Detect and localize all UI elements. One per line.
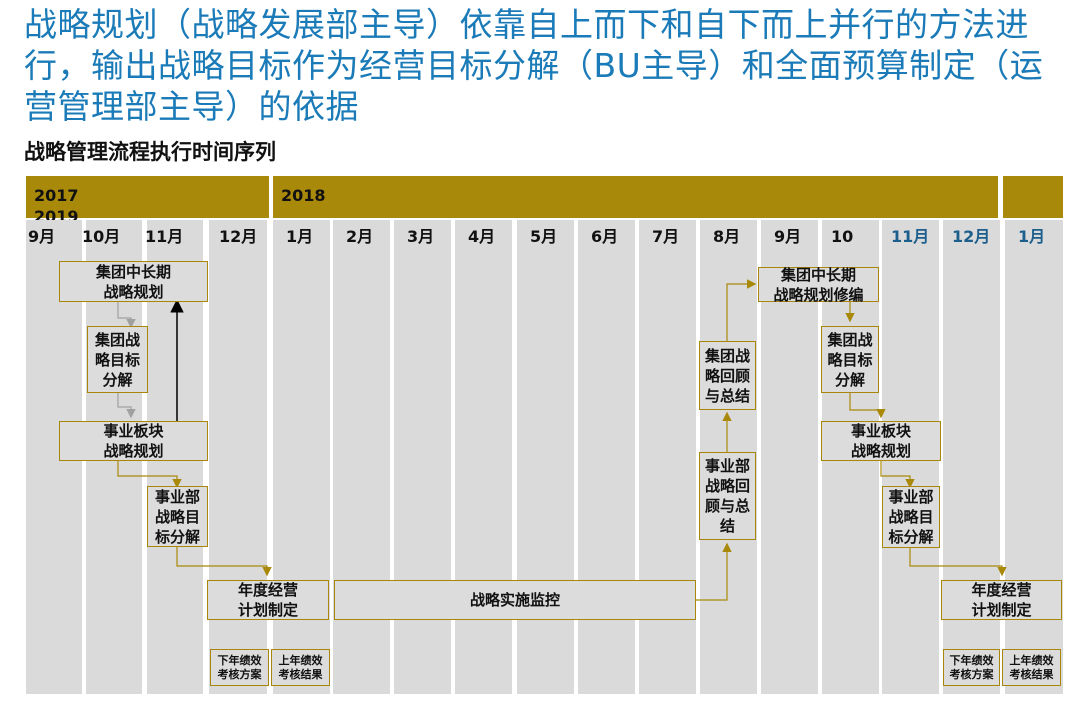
box-dept-review: 事业部 战略回 顾与总结 <box>699 452 756 540</box>
box-annual-plan: 年度经营 计划制定 <box>207 580 329 620</box>
month-label: 5月 <box>530 227 558 246</box>
box-last-year-kpi-result-2: 上年绩效 考核结果 <box>1002 649 1061 686</box>
month-label: 9月 <box>28 227 56 246</box>
month-label: 1月 <box>1018 227 1046 246</box>
page-headline: 战略规划（战略发展部主导）依靠自上而下和自下而上并行的方法进行，输出战略目标作为… <box>24 5 1044 126</box>
month-label: 2月 <box>346 227 374 246</box>
box-dept-target-breakdown-2: 事业部 战略目 标分解 <box>882 486 940 548</box>
year-label-2017: 2017 <box>34 186 79 205</box>
box-bu-strategy-plan: 事业板块 战略规划 <box>59 421 208 461</box>
month-label: 10月 <box>82 227 121 246</box>
month-label: 11月 <box>145 227 184 246</box>
box-group-longterm-revision: 集团中长期 战略规划修编 <box>758 266 879 304</box>
year-band-2018 <box>273 176 998 218</box>
box-strategy-monitor: 战略实施监控 <box>334 580 696 620</box>
month-label: 12月 <box>219 227 258 246</box>
box-group-target-breakdown: 集团战 略目标 分解 <box>87 326 148 393</box>
month-label: 7月 <box>652 227 680 246</box>
month-label: 8月 <box>713 227 741 246</box>
month-label: 12月 <box>952 227 991 246</box>
year-band-2017 <box>26 176 269 218</box>
month-label: 6月 <box>591 227 619 246</box>
box-annual-plan-2: 年度经营 计划制定 <box>941 580 1062 620</box>
chart-subtitle: 战略管理流程执行时间序列 <box>24 140 276 164</box>
month-label: 4月 <box>468 227 496 246</box>
box-bu-strategy-plan-2: 事业板块 战略规划 <box>821 421 941 461</box>
box-group-longterm-plan: 集团中长期 战略规划 <box>59 261 208 302</box>
month-label: 3月 <box>407 227 435 246</box>
box-next-year-kpi-plan: 下年绩效 考核方案 <box>210 649 269 686</box>
year-band-2019-right <box>1003 176 1063 218</box>
box-last-year-kpi-result: 上年绩效 考核结果 <box>271 649 330 686</box>
month-label: 9月 <box>774 227 802 246</box>
month-label: 11月 <box>891 227 930 246</box>
year-label-2018: 2018 <box>281 186 326 205</box>
box-next-year-kpi-plan-2: 下年绩效 考核方案 <box>943 649 1000 686</box>
box-dept-target-breakdown: 事业部 战略目 标分解 <box>147 486 208 547</box>
month-label: 1月 <box>286 227 314 246</box>
box-group-target-breakdown-2: 集团战 略目标 分解 <box>821 326 879 393</box>
box-group-review: 集团战 略回顾 与总结 <box>699 341 756 410</box>
month-label: 10 <box>831 227 854 246</box>
